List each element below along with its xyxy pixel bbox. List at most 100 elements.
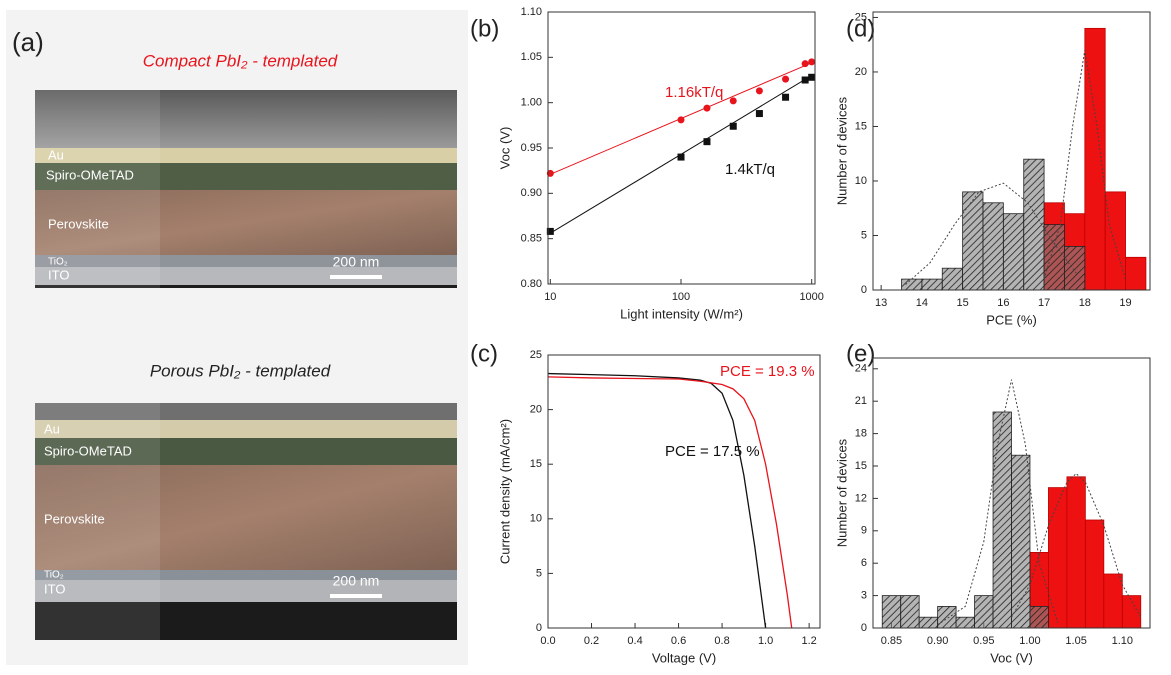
y-tick-label: 21 [855, 395, 867, 407]
x-tick-label: 19 [1119, 297, 1131, 309]
y-tick-label: 5 [861, 229, 867, 241]
y-tick-label: 10 [530, 513, 542, 525]
scale-bar-label: 200 nm [333, 254, 380, 270]
annotation: PCE = 19.3 % [720, 363, 815, 380]
y-tick-label: 6 [861, 557, 867, 569]
data-point [730, 97, 737, 104]
histogram-bar [975, 596, 993, 628]
x-tick-label: 1.05 [1065, 635, 1086, 647]
histogram-bar [993, 412, 1011, 628]
y-tick-label: 0 [861, 284, 867, 296]
histogram-bar [882, 596, 900, 628]
y-tick-label: 0.85 [521, 233, 542, 245]
y-tick-label: 9 [861, 525, 867, 537]
annotation: 1.16kT/q [665, 84, 723, 101]
data-point [782, 94, 789, 101]
scale-bar-label: 200 nm [333, 573, 380, 589]
figure: (a) Compact PbI₂ - templated Au Spiro-OM… [0, 0, 1171, 675]
layer-label: Au [48, 147, 64, 162]
x-tick-label: 1.00 [1019, 635, 1040, 647]
y-tick-label: 15 [855, 120, 867, 132]
y-tick-label: 0 [536, 622, 542, 634]
x-tick-label: 13 [875, 297, 887, 309]
histogram-bar [901, 596, 919, 628]
y-tick-label: 15 [530, 458, 542, 470]
histogram-bar [902, 279, 922, 290]
x-axis-title: Voc (V) [990, 650, 1033, 665]
histogram-bar [1085, 520, 1103, 628]
y-tick-label: 18 [855, 428, 867, 440]
data-point [782, 76, 789, 83]
y-tick-label: 0.90 [521, 187, 542, 199]
y-tick-label: 0 [861, 622, 867, 634]
histogram-bar [956, 617, 974, 628]
y-axis-title: Current density (mA/cm²) [497, 419, 512, 564]
jv-curve [548, 374, 766, 628]
y-tick-label: 0.95 [521, 142, 542, 154]
histogram-bar [922, 279, 942, 290]
x-tick-label: 1.2 [801, 635, 816, 647]
y-tick-label: 24 [855, 363, 867, 375]
layer-label: TiO₂ [44, 570, 64, 581]
layer-label: TiO₂ [48, 257, 68, 268]
y-tick-label: 0.80 [521, 278, 542, 290]
jv-curve [548, 377, 792, 628]
histogram-bar [963, 192, 983, 290]
histogram-bar [919, 617, 937, 628]
x-tick-label: 17 [1038, 297, 1050, 309]
x-tick-label: 1.10 [1112, 635, 1133, 647]
x-tick-label: 0.95 [973, 635, 994, 647]
y-tick-label: 12 [855, 492, 867, 504]
y-tick-label: 1.05 [521, 51, 542, 63]
x-tick-label: 10 [544, 291, 556, 303]
histogram-bar [938, 606, 956, 628]
histogram-bar [942, 268, 962, 290]
data-point [756, 87, 763, 94]
x-tick-label: 15 [956, 297, 968, 309]
x-tick-label: 0.2 [584, 635, 599, 647]
y-tick-label: 10 [855, 175, 867, 187]
x-tick-label: 1000 [799, 291, 823, 303]
y-tick-label: 1.00 [521, 97, 542, 109]
y-tick-label: 5 [536, 567, 542, 579]
y-tick-label: 3 [861, 590, 867, 602]
annotation: 1.4kT/q [725, 161, 775, 178]
y-tick-label: 1.10 [521, 6, 542, 18]
layer-label: ITO [48, 267, 69, 282]
histogram-bar [1067, 477, 1085, 628]
x-tick-label: 1.0 [758, 635, 773, 647]
sem-image [35, 90, 457, 288]
plot-frame [548, 355, 820, 628]
histogram-bar [1030, 606, 1048, 628]
histogram-bar [1044, 225, 1064, 290]
histogram-bar [1126, 257, 1146, 290]
y-tick-label: 25 [855, 11, 867, 23]
x-tick-label: 100 [672, 291, 690, 303]
histogram-bar [1104, 574, 1122, 628]
y-tick-label: 15 [855, 460, 867, 472]
x-tick-label: 0.4 [627, 635, 642, 647]
histogram-bar [1024, 159, 1044, 290]
x-tick-label: 0.6 [671, 635, 686, 647]
x-tick-label: 0.0 [540, 635, 555, 647]
x-tick-label: 16 [997, 297, 1009, 309]
data-point [756, 110, 763, 117]
x-tick-label: 18 [1079, 297, 1091, 309]
histogram-bar [1012, 455, 1030, 628]
panel-label: (a) [12, 27, 44, 57]
y-axis-title: Number of devices [834, 438, 849, 547]
layer-label: Spiro-OMeTAD [44, 443, 132, 458]
y-tick-label: 20 [855, 66, 867, 78]
layer-label: Spiro-OMeTAD [46, 167, 134, 182]
x-tick-label: 0.8 [714, 635, 729, 647]
y-tick-label: 20 [530, 404, 542, 416]
panel-label: (b) [470, 15, 499, 42]
y-axis-title: Voc (V) [497, 127, 512, 170]
panel-label: (c) [470, 340, 498, 367]
x-tick-label: 0.85 [881, 635, 902, 647]
histogram-bar [1003, 214, 1023, 290]
layer-label: Perovskite [44, 511, 105, 526]
x-tick-label: 14 [916, 297, 928, 309]
y-axis-title: Number of devices [834, 96, 849, 205]
x-axis-title: Light intensity (W/m²) [620, 306, 743, 321]
